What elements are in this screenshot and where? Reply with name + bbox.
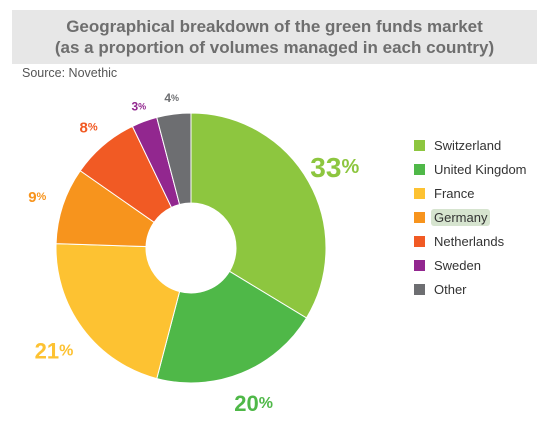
legend-swatch — [414, 235, 425, 247]
data-label-netherlands: 8% — [80, 119, 98, 136]
legend-swatch — [414, 163, 425, 175]
chart-legend: Switzerland United Kingdom France Germany Ne… — [414, 133, 530, 301]
legend-item-france: France — [414, 181, 530, 205]
legend-swatch — [414, 139, 425, 151]
chart-source: Source: Novethic — [22, 66, 118, 80]
chart-title-line-2: (as a proportion of volumes managed in e… — [54, 38, 495, 57]
legend-item-switzerland: Switzerland — [414, 133, 530, 157]
legend-item-united-kingdom: United Kingdom — [414, 157, 530, 181]
chart-title-band: Geographical breakdown of the green fund… — [12, 10, 537, 64]
legend-item-germany: Germany — [414, 205, 530, 229]
slice-switzerland — [190, 112, 327, 319]
legend-swatch — [414, 283, 425, 295]
legend-label: Germany — [431, 208, 491, 226]
legend-label: Switzerland — [434, 137, 502, 153]
slice-united-kingdom — [156, 270, 308, 384]
legend-label: France — [434, 185, 475, 201]
data-label-sweden: 3% — [131, 99, 146, 113]
data-label-germany: 9% — [28, 188, 46, 205]
legend-item-other: Other — [414, 277, 530, 301]
legend-swatch — [414, 187, 425, 199]
legend-label: Netherlands — [434, 233, 505, 249]
legend-swatch — [414, 211, 425, 223]
data-label-united-kingdom: 20% — [234, 390, 273, 415]
data-label-switzerland: 33% — [310, 152, 359, 183]
slice-france — [55, 243, 181, 380]
legend-swatch — [414, 259, 425, 271]
legend-label: Other — [434, 281, 467, 297]
legend-item-sweden: Sweden — [414, 253, 530, 277]
data-label-france: 21% — [35, 338, 74, 363]
slice-other — [156, 112, 192, 206]
chart-title-line-1: Geographical breakdown of the green fund… — [66, 17, 483, 36]
legend-label: United Kingdom — [434, 161, 527, 177]
legend-item-netherlands: Netherlands — [414, 229, 530, 253]
data-label-other: 4% — [164, 91, 179, 105]
legend-label: Sweden — [434, 257, 481, 273]
